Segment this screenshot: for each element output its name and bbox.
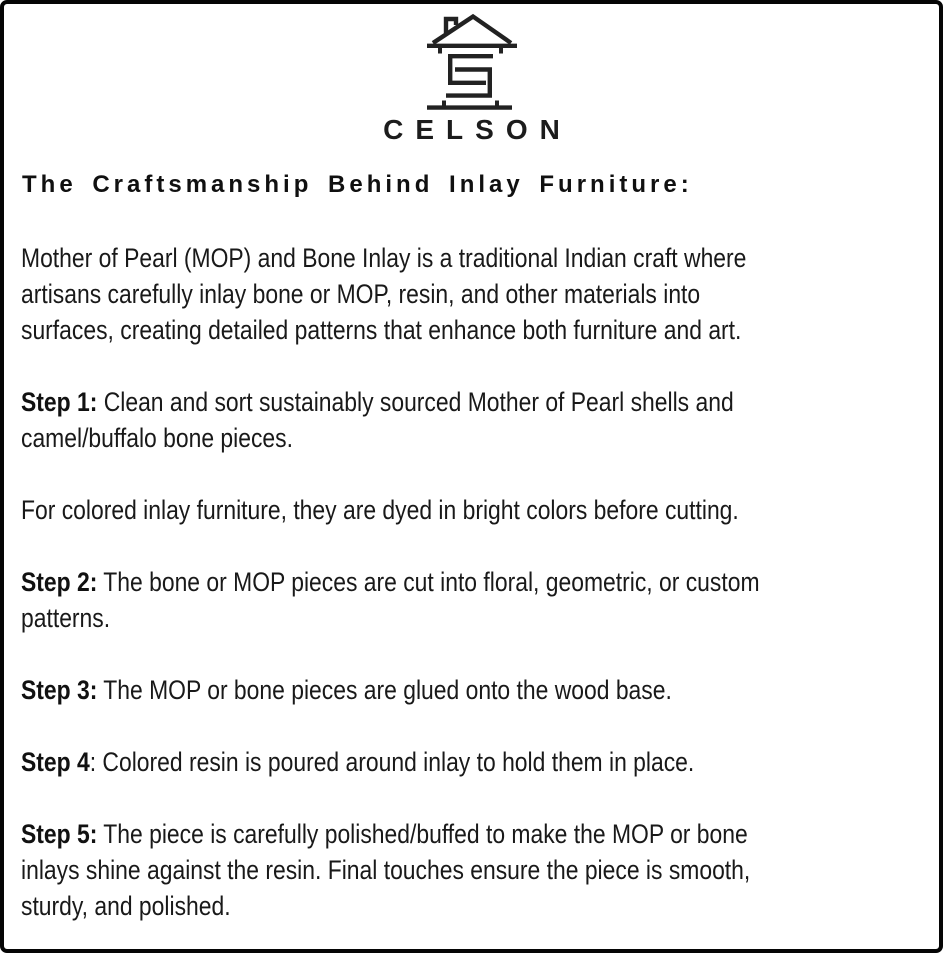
paragraph-text: : Colored resin is poured around inlay t… <box>89 747 695 777</box>
step-3-label: Step 3: <box>21 675 98 705</box>
paragraph-text: The piece is carefully polished/buffed t… <box>21 819 751 921</box>
step-4-label: Step 4 <box>21 747 90 777</box>
step-1-label: Step 1: <box>21 387 98 417</box>
brand-name: CELSON <box>383 114 572 145</box>
step-5-paragraph: Step 5: The piece is carefully polished/… <box>21 816 927 924</box>
intro-paragraph: Mother of Pearl (MOP) and Bone Inlay is … <box>21 240 927 348</box>
paragraph-text: The MOP or bone pieces are glued onto th… <box>97 675 672 705</box>
step-4-paragraph: Step 4: Colored resin is poured around i… <box>21 744 927 780</box>
colored-inlay-note-paragraph: For colored inlay furniture, they are dy… <box>21 492 927 528</box>
s-monogram-upper <box>447 54 493 85</box>
step-5-label: Step 5: <box>21 819 98 849</box>
section-heading: The Craftsmanship Behind Inlay Furniture… <box>22 171 693 198</box>
article-body: Mother of Pearl (MOP) and Bone Inlay is … <box>21 240 927 924</box>
paragraph-text: For colored inlay furniture, they are dy… <box>21 495 739 525</box>
step-3-paragraph: Step 3: The MOP or bone pieces are glued… <box>21 672 927 708</box>
paragraph-text: Clean and sort sustainably sourced Mothe… <box>21 387 734 453</box>
brand-logo <box>4 10 939 111</box>
step-2-label: Step 2: <box>21 567 98 597</box>
roof-slopes <box>431 13 512 45</box>
chimney-line <box>443 16 458 33</box>
step-2-paragraph: Step 2: The bone or MOP pieces are cut i… <box>21 564 927 636</box>
paragraph-text: The bone or MOP pieces are cut into flor… <box>21 567 760 633</box>
s-monogram-lower <box>445 67 492 98</box>
house-s-logo-icon <box>426 13 517 110</box>
paragraph-text: Mother of Pearl (MOP) and Bone Inlay is … <box>21 243 747 345</box>
step-1-paragraph: Step 1: Clean and sort sustainably sourc… <box>21 384 927 456</box>
